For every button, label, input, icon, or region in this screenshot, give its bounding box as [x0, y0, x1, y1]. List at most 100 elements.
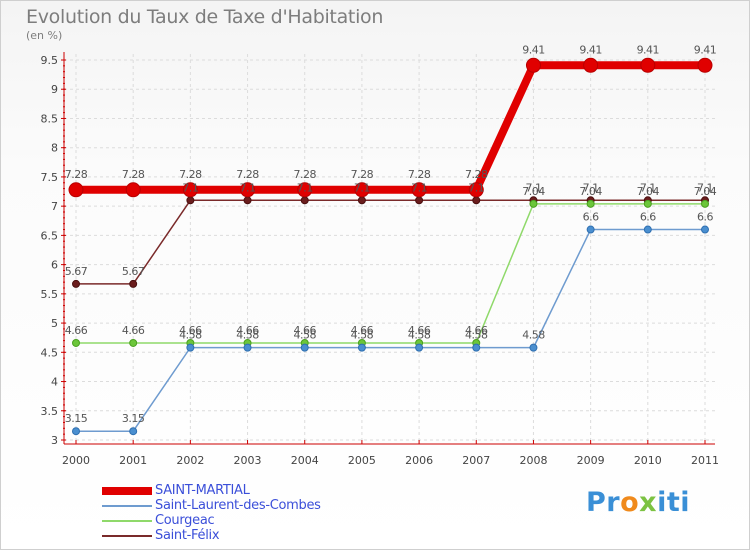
legend-label: SAINT-MARTIAL — [155, 483, 250, 498]
data-point-0 — [640, 57, 656, 73]
series-line-3 — [76, 199, 705, 285]
data-point-1 — [472, 343, 481, 352]
data-point-0 — [240, 182, 256, 198]
data-label: 4.58 — [293, 329, 316, 342]
x-tick-label: 2009 — [577, 454, 605, 467]
data-label: 7.1 — [525, 181, 541, 194]
data-label: 3.15 — [65, 412, 88, 425]
data-point-1 — [529, 343, 538, 352]
x-tick-label: 2007 — [462, 454, 490, 467]
data-point-2 — [586, 199, 595, 208]
data-label: 4.58 — [522, 329, 545, 342]
data-label: 4.66 — [408, 324, 431, 337]
legend-label: Courgeac — [155, 513, 215, 528]
series-line-0 — [76, 61, 705, 194]
x-tick-label: 2010 — [634, 454, 662, 467]
data-label: 5.67 — [122, 265, 145, 278]
y-tick-label: 7 — [51, 200, 58, 213]
data-point-1 — [243, 343, 252, 352]
data-point-1 — [300, 343, 309, 352]
data-label: 6.6 — [583, 211, 599, 224]
data-point-0 — [125, 182, 141, 198]
data-label: 7.1 — [182, 181, 198, 194]
data-label: 4.66 — [65, 324, 88, 337]
y-tick-label: 5.5 — [41, 288, 59, 301]
x-tick-label: 2002 — [176, 454, 204, 467]
x-tick-label: 2004 — [291, 454, 319, 467]
y-tick-label: 8 — [51, 142, 58, 155]
data-label: 9.41 — [522, 43, 545, 56]
data-point-0 — [468, 182, 484, 198]
data-label: 4.66 — [293, 324, 316, 337]
data-label: 3.15 — [122, 412, 145, 425]
data-label: 4.58 — [465, 329, 488, 342]
x-tick-label: 2000 — [62, 454, 90, 467]
data-label: 7.28 — [351, 168, 374, 181]
data-label: 4.58 — [351, 329, 374, 342]
data-point-3 — [357, 196, 366, 205]
legend-swatch — [102, 487, 152, 495]
data-label: 7.28 — [293, 168, 316, 181]
y-tick-label: 6.5 — [41, 229, 59, 242]
data-label: 4.66 — [122, 324, 145, 337]
data-label: 7.28 — [408, 168, 431, 181]
data-label: 4.58 — [179, 329, 202, 342]
data-point-3 — [129, 279, 138, 288]
data-label: 6.6 — [640, 211, 656, 224]
y-tick-label: 4.5 — [41, 346, 59, 359]
data-label: 7.28 — [179, 168, 202, 181]
data-label: 4.66 — [351, 324, 374, 337]
data-label: 7.1 — [583, 181, 599, 194]
y-tick-label: 9 — [51, 83, 58, 96]
logo-part-3: x — [639, 487, 658, 518]
data-point-0 — [583, 57, 599, 73]
data-point-2 — [643, 199, 652, 208]
x-tick-label: 2008 — [519, 454, 547, 467]
data-point-2 — [72, 338, 80, 347]
data-label: 7.04 — [694, 185, 717, 198]
data-label: 7.1 — [697, 181, 713, 194]
data-point-1 — [701, 225, 709, 234]
legend-swatch — [102, 535, 152, 537]
data-label: 6.6 — [697, 211, 713, 224]
data-label: 7.04 — [522, 185, 545, 198]
data-label: 7.04 — [579, 185, 602, 198]
data-point-1 — [186, 343, 195, 352]
data-point-3 — [186, 196, 195, 205]
data-label: 7.1 — [411, 181, 427, 194]
data-label: 9.41 — [579, 43, 602, 56]
x-tick-label: 2011 — [691, 454, 719, 467]
data-point-2 — [529, 199, 538, 208]
x-tick-label: 2005 — [348, 454, 376, 467]
y-tick-label: 3 — [51, 434, 58, 447]
y-tick-label: 4 — [51, 376, 58, 389]
data-point-3 — [300, 196, 309, 205]
data-label: 5.67 — [65, 265, 88, 278]
data-label: 4.66 — [179, 324, 202, 337]
data-label: 7.1 — [468, 181, 484, 194]
series-line-2 — [76, 203, 705, 344]
data-point-0 — [68, 182, 84, 198]
y-tick-label: 5 — [51, 317, 58, 330]
y-tick-label: 6 — [51, 259, 58, 272]
data-point-3 — [243, 196, 252, 205]
chart-title: Evolution du Taux de Taxe d'Habitation — [26, 6, 384, 28]
proxiti-logo: Proxiti — [586, 487, 690, 518]
x-tick-label: 2001 — [119, 454, 147, 467]
x-tick-label: 2003 — [234, 454, 262, 467]
data-label: 7.28 — [122, 168, 145, 181]
data-label: 7.04 — [637, 185, 660, 198]
chart-unit-label: (en %) — [26, 29, 63, 42]
y-tick-label: 3.5 — [41, 405, 59, 418]
data-label: 7.28 — [465, 168, 488, 181]
y-tick-label: 9.5 — [41, 54, 59, 67]
data-label: 7.28 — [236, 168, 259, 181]
data-point-1 — [415, 343, 424, 352]
y-tick-label: 7.5 — [41, 171, 59, 184]
data-label: 7.1 — [297, 181, 313, 194]
legend-label: Saint-Laurent-des-Combes — [155, 498, 321, 513]
data-point-1 — [586, 225, 595, 234]
data-point-0 — [525, 57, 541, 73]
data-label: 4.58 — [236, 329, 259, 342]
